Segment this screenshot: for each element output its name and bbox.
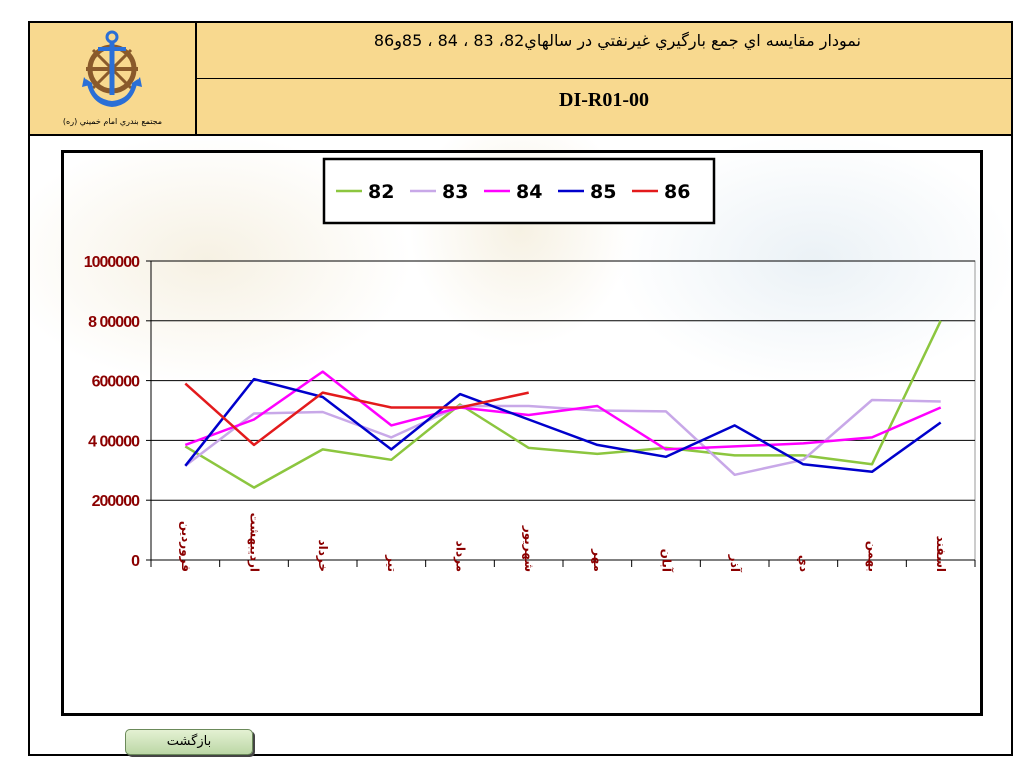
x-tick-label: آذر <box>728 554 743 573</box>
x-tick-label: فروردين <box>178 521 193 572</box>
y-tick-label: 1000000 <box>84 254 140 271</box>
document-code: DI-R01-00 <box>559 89 649 111</box>
chart-panel: 0 200000 4 00000 600000 8 00000 1000000 فروردي… <box>61 150 983 716</box>
x-tick-label: بهمن <box>866 541 880 572</box>
series-line-82 <box>184 320 942 489</box>
legend-label: 83 <box>442 181 468 203</box>
x-tick-label: تير <box>385 554 399 572</box>
series-line-86 <box>184 382 529 447</box>
x-tick-label: مرداد <box>454 541 468 572</box>
logo-cell: مجتمع بندري امام خميني (ره) <box>30 23 197 134</box>
x-tick-label: ارديبهشت <box>248 513 262 572</box>
y-tick-label: 0 <box>131 553 140 570</box>
back-button[interactable]: بازگشت <box>125 729 253 755</box>
line-chart: 0 200000 4 00000 600000 8 00000 1000000 فروردي… <box>84 157 976 573</box>
x-tick-label: خرداد <box>316 539 330 572</box>
x-tick-label: شهريور <box>521 525 536 572</box>
legend-label: 85 <box>590 181 616 203</box>
series-line-83 <box>184 398 941 477</box>
legend-label: 86 <box>664 181 690 203</box>
page-title: نمودار مقايسه اي جمع بارگيري غيرنفتي در … <box>373 31 861 50</box>
watermark-background <box>30 136 1011 754</box>
series-line-85 <box>184 377 942 474</box>
series-line-84 <box>184 370 942 451</box>
slide-frame: مجتمع بندري امام خميني (ره) نمودار مقايس… <box>28 21 1013 756</box>
logo-caption: مجتمع بندري امام خميني (ره) <box>62 117 163 126</box>
title-cell: نمودار مقايسه اي جمع بارگيري غيرنفتي در … <box>197 23 1011 79</box>
y-tick-label: 200000 <box>92 493 140 510</box>
y-tick-label: 600000 <box>92 374 140 391</box>
anchor-logo-icon <box>82 30 142 107</box>
x-tick-label: مهر <box>591 548 605 572</box>
x-tick-label: دي <box>797 555 811 572</box>
header-band: مجتمع بندري امام خميني (ره) نمودار مقايس… <box>30 23 1011 136</box>
y-tick-label: 8 00000 <box>88 314 140 331</box>
legend-label: 82 <box>368 181 394 203</box>
legend-label: 84 <box>516 181 542 203</box>
x-tick-label: اسفند <box>934 536 948 572</box>
x-tick-label: آبان <box>660 549 675 573</box>
code-cell: DI-R01-00 <box>197 79 1011 134</box>
y-tick-label: 4 00000 <box>88 433 140 450</box>
